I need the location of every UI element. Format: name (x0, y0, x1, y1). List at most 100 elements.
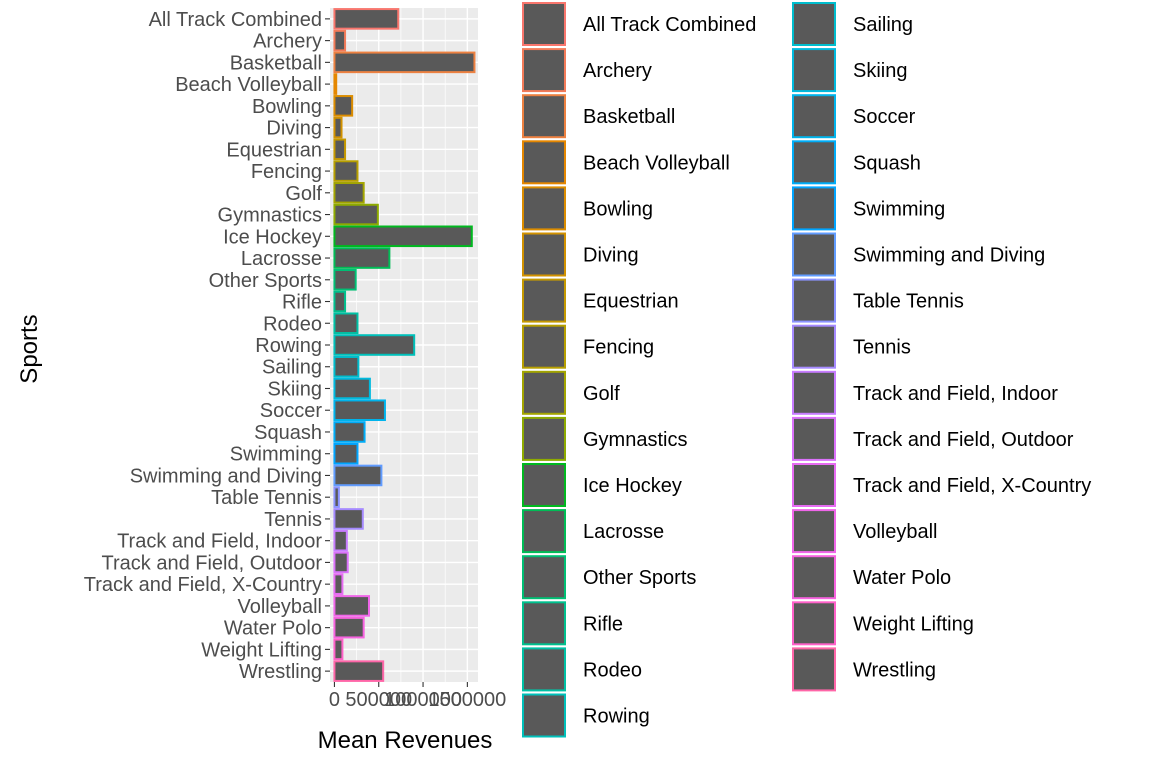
legend-label: Bowling (583, 198, 653, 220)
legend-item: Skiing (792, 48, 907, 93)
y-tick-label: Beach Volleyball (175, 74, 322, 96)
legend-label: Swimming (853, 198, 945, 220)
legend-label: Wrestling (853, 659, 936, 681)
y-tick-label: Swimming (230, 444, 322, 466)
bar-lacrosse (333, 247, 391, 269)
legend-key (792, 2, 836, 46)
legend-label: All Track Combined (583, 14, 756, 36)
legend-key (522, 463, 566, 507)
legend-key (522, 647, 566, 692)
legend-key (792, 416, 836, 461)
bar-swimming-and-diving (333, 464, 383, 487)
bar-track-and-field-indoor (333, 529, 348, 552)
legend-item: Soccer (792, 94, 916, 139)
y-tick-label: Golf (285, 183, 322, 205)
legend-key (522, 509, 566, 554)
bar-track-and-field-outdoor (333, 551, 349, 574)
legend-label: Beach Volleyball (583, 152, 730, 174)
legend-item: All Track Combined (522, 2, 756, 46)
bar-other-sports (333, 268, 357, 291)
legend-key (522, 232, 566, 277)
bar-rifle (333, 290, 347, 313)
legend-label: Table Tennis (853, 291, 964, 313)
y-tick-label: Water Polo (224, 618, 322, 640)
y-tick-label: Track and Field, Outdoor (102, 552, 323, 574)
legend-item: Track and Field, X-Country (792, 463, 1091, 507)
bar-soccer (333, 399, 386, 422)
y-tick-label: Rifle (282, 292, 322, 314)
legend-key (522, 324, 566, 369)
legend-key (792, 647, 836, 692)
legend-item: Tennis (792, 324, 911, 369)
legend-label: Tennis (853, 337, 911, 359)
legend-label: Equestrian (583, 291, 679, 313)
bar-wrestling (333, 660, 385, 682)
bar-ice-hockey (333, 225, 473, 248)
y-tick-label: Bowling (252, 96, 322, 118)
bar-table-tennis (333, 486, 340, 508)
legend-item: Basketball (522, 94, 675, 139)
bar-fencing (333, 160, 359, 182)
y-tick-label: Rowing (255, 335, 322, 357)
x-tick-label: 0 (329, 689, 340, 711)
legend-label: Squash (853, 152, 921, 174)
bar-skiing (333, 377, 371, 400)
bar-rowing (333, 334, 416, 356)
x-axis-title: Mean Revenues (318, 727, 493, 754)
legend-item: Track and Field, Indoor (792, 370, 1058, 415)
legend-key (522, 370, 566, 415)
legend-item: Table Tennis (792, 278, 964, 323)
bar-diving (333, 116, 343, 139)
legend-key (522, 2, 566, 46)
legend-key (792, 48, 836, 93)
y-tick-label: Equestrian (226, 139, 322, 161)
legend-label: Lacrosse (583, 521, 664, 543)
y-tick-label: Basketball (230, 52, 322, 74)
bar-basketball (333, 51, 476, 74)
y-tick-label: Gymnastics (218, 205, 322, 227)
bar-gymnastics (333, 203, 379, 226)
legend-key (792, 324, 836, 369)
legend-label: Gymnastics (583, 429, 687, 451)
y-tick-label: Skiing (268, 378, 322, 400)
bar-archery (333, 29, 347, 52)
y-tick-label: Fencing (251, 161, 322, 183)
legend-key (792, 509, 836, 554)
y-tick-label: Ice Hockey (223, 226, 322, 248)
legend-label: Basketball (583, 106, 675, 128)
legend-label: Rifle (583, 613, 623, 635)
legend-item: Volleyball (792, 509, 938, 554)
legend-item: Wrestling (792, 647, 936, 692)
legend: All Track Combined Archery Basketball Beach… (522, 2, 1091, 738)
legend-label: Weight Lifting (853, 613, 974, 635)
legend-key (522, 693, 566, 738)
bar-golf (333, 182, 365, 204)
bar-sailing (333, 355, 360, 378)
legend-label: Rowing (583, 706, 650, 728)
legend-label: Track and Field, Outdoor (853, 429, 1074, 451)
legend-key (522, 48, 566, 93)
legend-key (792, 601, 836, 646)
y-tick-label: Archery (253, 31, 322, 53)
legend-label: Rodeo (583, 659, 642, 681)
legend-item: Rowing (522, 693, 650, 738)
legend-item: Beach Volleyball (522, 140, 730, 185)
legend-key (792, 94, 836, 139)
y-tick-label: All Track Combined (149, 9, 322, 31)
legend-item: Diving (522, 232, 639, 277)
legend-label: Sailing (853, 14, 913, 36)
legend-item: Swimming (792, 186, 945, 231)
y-tick-label: Rodeo (263, 313, 322, 335)
legend-item: Rifle (522, 601, 623, 646)
bar-volleyball (333, 595, 370, 617)
legend-item: Rodeo (522, 647, 642, 692)
bar-tennis (333, 508, 364, 530)
legend-key (522, 601, 566, 646)
legend-key (792, 186, 836, 231)
bar-bowling (333, 95, 354, 117)
x-tick-label: 1000000 (384, 689, 462, 711)
legend-key (792, 555, 836, 600)
legend-item: Other Sports (522, 555, 696, 600)
legend-item: Swimming and Diving (792, 232, 1045, 277)
